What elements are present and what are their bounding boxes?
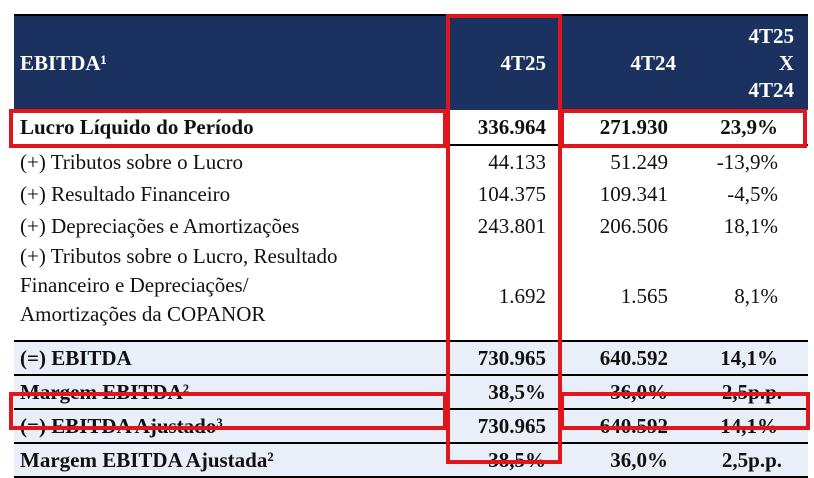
cell-4t24: 36,0% [560, 375, 690, 410]
cell-4t24: 206.506 [599, 213, 668, 238]
row-label-line: Amortizações da COPANOR [20, 302, 266, 326]
header-4t25: 4T25 [447, 14, 560, 110]
header-title: EBITDA¹ [14, 14, 447, 110]
header-variation: 4T25 X 4T24 [690, 14, 808, 110]
header-4t24: 4T24 [560, 14, 690, 110]
cell-4t25: 1.692 [447, 242, 560, 342]
table-row-ebitda-ajustado: (=) EBITDA Ajustado³ 730.965 640.592 14,… [14, 409, 808, 444]
header-var-line2: X [778, 50, 794, 75]
row-label-line: (+) Tributos sobre o Lucro, Resultado [20, 244, 338, 268]
table-row: (+) Resultado Financeiro 104.375 109.341… [14, 178, 808, 210]
cell-variation: 2,5p.p. [690, 375, 808, 410]
cell-4t25: 730.965 [447, 341, 560, 376]
cell-4t25: 243.801 [477, 213, 546, 238]
cell-4t25: 730.965 [447, 409, 560, 444]
cell-4t24: 36,0% [560, 443, 690, 478]
table-row-margem-ebitda: Margem EBITDA² 38,5% 36,0% 2,5p.p. [14, 375, 808, 410]
cell-variation: 14,1% [690, 341, 808, 376]
row-label: (=) EBITDA Ajustado³ [14, 409, 447, 444]
header-row: EBITDA¹ 4T25 4T24 4T25 X 4T24 [14, 14, 808, 110]
cell-variation: 18,1% [723, 213, 778, 238]
cell-4t24: 1.565 [560, 242, 690, 342]
cell-4t25: 104.375 [477, 181, 546, 206]
table-row: (+) Tributos sobre o Lucro 44.133 51.249… [14, 145, 808, 178]
cell-4t24: 109.341 [599, 181, 668, 206]
table-row-lucro-liquido: Lucro Líquido do Período 336.964 271.930… [14, 110, 808, 146]
cell-variation: 23,9% [690, 110, 808, 146]
ebitda-table: EBITDA¹ 4T25 4T24 4T25 X 4T24 Lucro Líquid… [14, 14, 808, 478]
cell-4t24: 51.249 [610, 149, 668, 174]
row-label: Margem EBITDA Ajustada² [14, 443, 447, 478]
row-label: (+) Depreciações e Amortizações [20, 213, 300, 238]
table-row: (+) Depreciações e Amortizações 243.801 … [14, 210, 808, 242]
row-label: (+) Tributos sobre o Lucro, Resultado Fin… [14, 242, 447, 342]
cell-variation: 8,1% [690, 242, 808, 342]
row-label: Lucro Líquido do Período [14, 110, 447, 146]
cell-4t25: 38,5% [447, 375, 560, 410]
row-label: (+) Tributos sobre o Lucro [20, 149, 244, 174]
cell-4t25: 38,5% [447, 443, 560, 478]
row-label: Margem EBITDA² [14, 375, 447, 410]
cell-variation: 2,5p.p. [690, 443, 808, 478]
cell-variation: -13,9% [716, 149, 778, 174]
row-label-line: Financeiro e Depreciações/ [20, 273, 249, 297]
cell-4t25: 336.964 [447, 110, 560, 146]
cell-4t24: 271.930 [560, 110, 690, 146]
table-row-margem-ebitda-ajustada: Margem EBITDA Ajustada² 38,5% 36,0% 2,5p… [14, 443, 808, 478]
table-row-copanor: (+) Tributos sobre o Lucro, Resultado Fin… [14, 242, 808, 342]
table-row-ebitda: (=) EBITDA 730.965 640.592 14,1% [14, 341, 808, 376]
cell-4t25: 44.133 [488, 149, 546, 174]
header-var-line3: 4T24 [748, 77, 794, 102]
cell-4t24: 640.592 [560, 409, 690, 444]
cell-4t24: 640.592 [560, 341, 690, 376]
cell-variation: 14,1% [690, 409, 808, 444]
row-label: (+) Resultado Financeiro [20, 181, 231, 206]
header-var-line1: 4T25 [748, 23, 794, 48]
cell-variation: -4,5% [727, 181, 778, 206]
row-label: (=) EBITDA [14, 341, 447, 376]
